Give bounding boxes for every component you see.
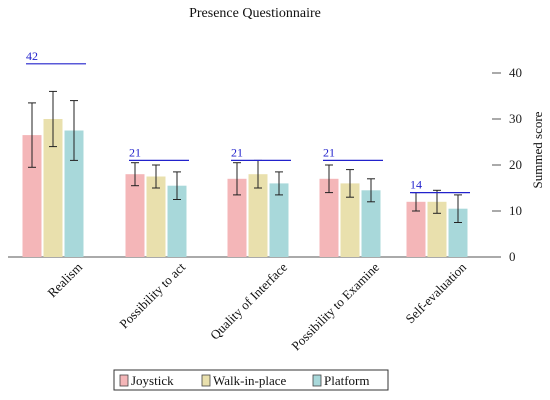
max-score-label: 21	[129, 145, 141, 159]
legend-swatch	[201, 374, 211, 387]
bar	[64, 130, 84, 257]
bar	[227, 178, 247, 257]
bar	[43, 119, 63, 257]
bar	[319, 178, 339, 257]
max-score-label: 21	[231, 145, 243, 159]
x-category-label: Quality of Interface	[207, 259, 290, 342]
bar	[361, 190, 381, 257]
y-tick-label: 0	[509, 249, 516, 264]
bar	[146, 176, 166, 257]
legend-entry: Joystick	[131, 373, 174, 388]
y-axis: 0 10 20 30 40	[492, 65, 522, 264]
legend-swatch	[312, 374, 322, 387]
max-score-label: 42	[26, 49, 38, 63]
legend-entry: Platform	[324, 373, 370, 388]
bar	[427, 201, 447, 257]
bar	[125, 174, 145, 257]
bar	[448, 208, 468, 257]
plot-area: 42 21 21 21 14	[8, 49, 497, 258]
y-tick-label: 40	[509, 65, 522, 80]
legend: Joystick Walk-in-place Platform	[113, 369, 389, 391]
max-score-label: 14	[410, 178, 422, 192]
x-axis-labels: Realism Possibility to act Quality of Inte…	[44, 259, 469, 353]
x-category-label: Realism	[44, 260, 85, 301]
bar	[22, 135, 42, 257]
y-tick-label: 30	[509, 111, 522, 126]
y-tick-label: 20	[509, 157, 522, 172]
bar	[340, 183, 360, 257]
x-category-label: Self-evaluation	[402, 259, 469, 326]
max-score-label: 21	[323, 145, 335, 159]
legend-swatch	[119, 374, 129, 387]
x-category-label: Possibility to act	[116, 259, 188, 331]
x-category-label: Possibility to Examine	[288, 259, 382, 353]
bar	[248, 174, 268, 257]
y-tick-label: 10	[509, 203, 522, 218]
bar	[269, 183, 289, 257]
legend-entry: Walk-in-place	[213, 373, 287, 388]
y-axis-label: Summed score	[530, 111, 545, 188]
bar	[167, 185, 187, 257]
chart-title: Presence Questionnaire	[189, 6, 321, 21]
bar	[406, 201, 426, 257]
